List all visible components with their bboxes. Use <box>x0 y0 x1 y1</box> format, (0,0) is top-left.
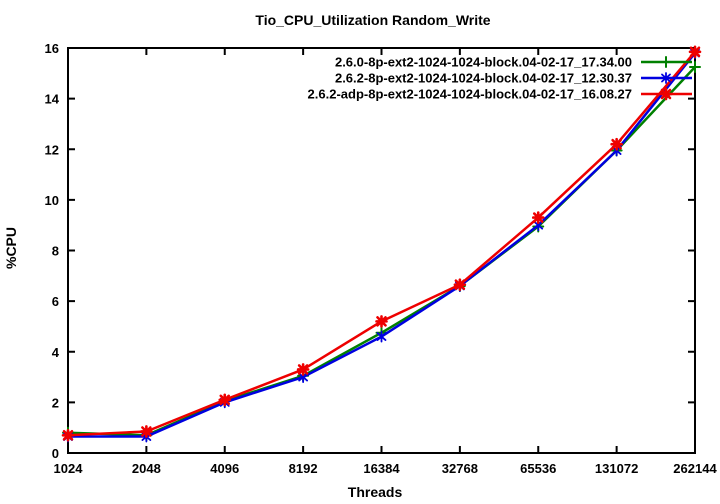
star-marker <box>375 315 388 328</box>
y-tick-label: 16 <box>45 41 59 56</box>
x-tick-label: 4096 <box>210 461 239 476</box>
star-marker <box>610 137 623 151</box>
star-marker <box>140 425 153 438</box>
series-line <box>68 52 696 438</box>
axes: 0 2 4 6 8 10 12 14 16 1024 2048 4096 8192 16384 32768 6… <box>45 41 718 476</box>
legend-entry: 2.6.0-8p-ext2-1024-1024-block.04-02-17_1… <box>335 55 692 70</box>
y-tick-label: 14 <box>45 92 60 107</box>
x-tick-label: 32768 <box>442 461 478 476</box>
chart-title: Tio_CPU_Utilization Random_Write <box>255 12 490 28</box>
y-tick-label: 10 <box>45 193 59 208</box>
y-tick-label: 2 <box>52 395 59 410</box>
star-marker <box>61 428 75 442</box>
legend: 2.6.0-8p-ext2-1024-1024-block.04-02-17_1… <box>308 55 692 102</box>
star-marker <box>218 393 232 407</box>
series-line <box>67 66 696 437</box>
x-tick-label: 16384 <box>363 461 400 476</box>
y-axis-title: %CPU <box>3 227 19 269</box>
x-tick-label: 1024 <box>54 461 84 476</box>
plot-border <box>67 47 696 454</box>
plot-series <box>61 45 702 443</box>
plus-marker <box>660 56 672 68</box>
asterisk-marker <box>376 330 387 343</box>
series-0 <box>62 60 701 442</box>
series-line <box>67 50 696 437</box>
legend-label: 2.6.2-adp-8p-ext2-1024-1024-block.04-02-… <box>308 87 632 102</box>
legend-entry: 2.6.2-adp-8p-ext2-1024-1024-block.04-02-… <box>308 87 692 102</box>
y-tick-label: 6 <box>52 294 59 309</box>
y-tick-label: 12 <box>45 142 59 157</box>
star-marker <box>659 87 673 101</box>
star-marker <box>688 45 702 59</box>
x-axis-title: Threads <box>348 484 403 500</box>
legend-entry: 2.6.2-8p-ext2-1024-1024-block.04-02-17_1… <box>335 71 692 86</box>
series-2 <box>61 45 702 442</box>
x-tick-label: 2048 <box>132 461 161 476</box>
x-tick-label: 131072 <box>595 461 638 476</box>
x-tick-label: 262144 <box>673 461 717 476</box>
y-tick-label: 4 <box>52 345 60 360</box>
star-marker <box>531 211 545 224</box>
series-1 <box>63 47 700 443</box>
legend-label: 2.6.2-8p-ext2-1024-1024-block.04-02-17_1… <box>335 71 632 86</box>
y-tick-label: 8 <box>52 244 59 259</box>
x-tick-label: 65536 <box>520 461 556 476</box>
x-tick-label: 8192 <box>289 461 318 476</box>
y-tick-label: 0 <box>52 446 59 461</box>
legend-label: 2.6.0-8p-ext2-1024-1024-block.04-02-17_1… <box>335 55 632 70</box>
star-marker <box>453 278 467 291</box>
star-marker <box>296 363 310 376</box>
asterisk-marker <box>661 72 671 84</box>
plus-marker <box>689 60 701 73</box>
